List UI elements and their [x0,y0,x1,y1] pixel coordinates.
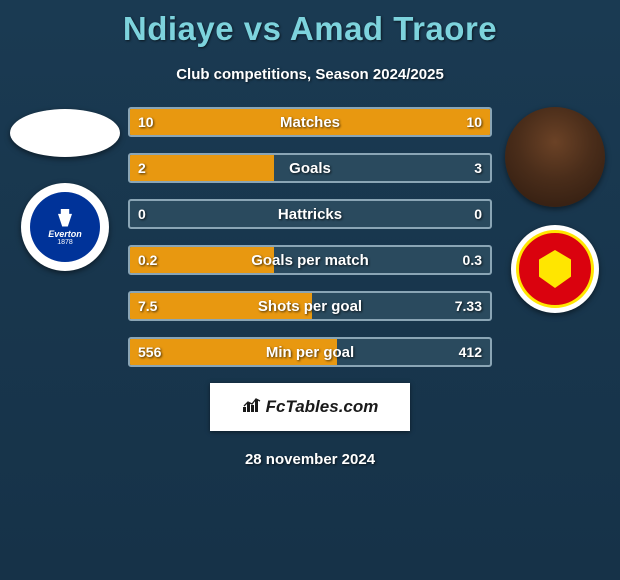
brand-badge: FcTables.com [210,383,410,431]
stat-value-left: 0.2 [138,252,157,268]
page-subtitle: Club competitions, Season 2024/2025 [0,66,620,83]
chart-icon [242,397,262,418]
comparison-infographic: Ndiaye vs Amad Traore Club competitions,… [0,0,620,468]
main-area: Everton 1878 10 Matches 10 2 Goals 3 0 Hattrick… [0,107,620,367]
player-photo-right [505,107,605,207]
club-badge-manutd [511,225,599,313]
stat-value-right: 7.33 [455,298,482,314]
left-column: Everton 1878 [10,107,120,271]
stat-value-left: 0 [138,206,146,222]
manutd-badge-inner [516,230,594,308]
stat-value-right: 0.3 [463,252,482,268]
club-badge-everton: Everton 1878 [21,183,109,271]
stat-label: Goals [289,160,331,177]
everton-badge-inner: Everton 1878 [30,192,100,262]
stat-row: 0 Hattricks 0 [128,199,492,229]
everton-text: Everton [48,229,82,239]
stat-label: Min per goal [266,344,354,361]
stat-label: Shots per goal [258,298,362,315]
stat-value-left: 2 [138,160,146,176]
stat-value-right: 10 [466,114,482,130]
stats-column: 10 Matches 10 2 Goals 3 0 Hattricks 0 0.2 Goals pe… [120,107,500,367]
stat-row: 0.2 Goals per match 0.3 [128,245,492,275]
right-column [500,107,610,313]
everton-year: 1878 [57,239,73,246]
stat-row: 10 Matches 10 [128,107,492,137]
stat-bar-left [130,155,274,181]
stat-row: 2 Goals 3 [128,153,492,183]
stat-label: Goals per match [251,252,369,269]
stat-value-right: 3 [474,160,482,176]
stat-value-left: 7.5 [138,298,157,314]
footer-date: 28 november 2024 [0,451,620,468]
tower-icon [58,209,72,227]
stat-row: 556 Min per goal 412 [128,337,492,367]
player-photo-left [10,109,120,157]
stat-value-right: 0 [474,206,482,222]
stat-label: Matches [280,114,340,131]
stat-value-left: 556 [138,344,161,360]
stat-value-right: 412 [459,344,482,360]
brand-text: FcTables.com [266,397,379,417]
page-title: Ndiaye vs Amad Traore [0,0,620,48]
stat-row: 7.5 Shots per goal 7.33 [128,291,492,321]
shield-icon [539,250,571,288]
stat-label: Hattricks [278,206,342,223]
stat-value-left: 10 [138,114,154,130]
